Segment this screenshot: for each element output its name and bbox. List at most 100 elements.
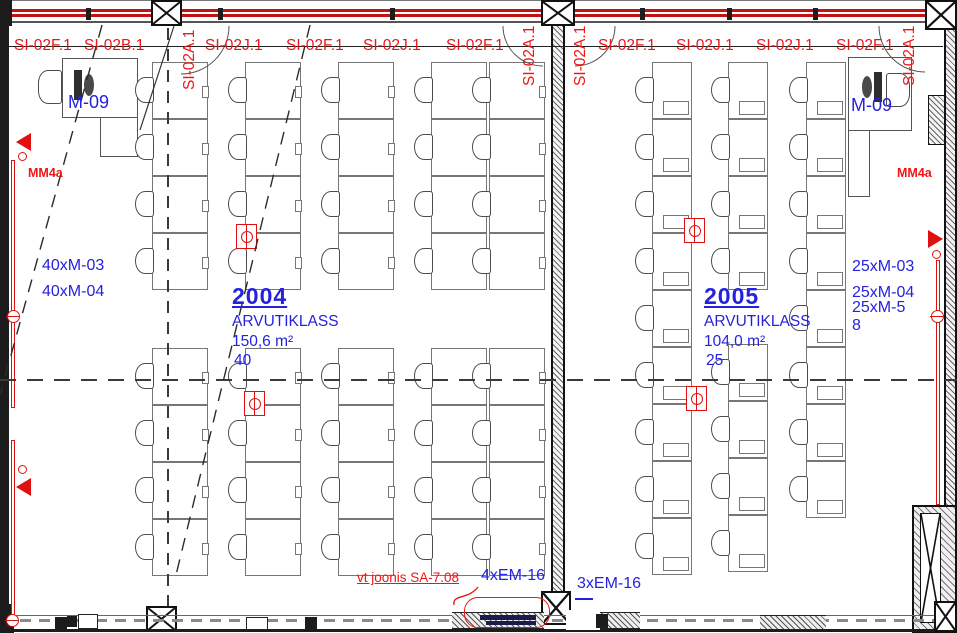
teacher-chair-icon bbox=[38, 70, 62, 104]
student-desk bbox=[652, 461, 692, 518]
radiator-valve-symbol bbox=[6, 310, 20, 323]
equipment-count-label: 40xM-03 bbox=[42, 257, 105, 274]
student-desk bbox=[338, 348, 395, 405]
chair-icon bbox=[472, 248, 491, 274]
electrical-outlet-symbol bbox=[686, 386, 707, 411]
student-desk bbox=[338, 119, 395, 176]
student-desk bbox=[652, 290, 692, 347]
grid-label-vertical: SI-02A.1 bbox=[901, 25, 918, 86]
electrical-outlet-symbol bbox=[244, 391, 265, 416]
teacher-desk-return bbox=[100, 117, 138, 157]
desk-monitor-nub bbox=[295, 199, 302, 212]
chair-icon bbox=[321, 420, 340, 446]
grid-dimension-line bbox=[8, 46, 943, 47]
chair-icon bbox=[414, 77, 433, 103]
chair-icon bbox=[711, 77, 730, 103]
student-desk bbox=[152, 405, 209, 462]
chair-icon bbox=[711, 530, 730, 556]
desk-monitor-nub bbox=[388, 199, 395, 212]
column-core bbox=[920, 513, 941, 623]
room-area: 104,0 m² bbox=[704, 333, 766, 350]
em16-count-label: 3xEM-16 bbox=[577, 575, 642, 592]
student-desk bbox=[652, 347, 692, 404]
chair-icon bbox=[135, 363, 154, 389]
desk-monitor-nub bbox=[539, 371, 546, 384]
structural-column bbox=[934, 601, 957, 632]
bottom-wall-stub bbox=[55, 617, 67, 629]
desk-shelf bbox=[739, 554, 765, 568]
chair-icon bbox=[635, 533, 654, 559]
top-wall-inner-line bbox=[0, 21, 957, 23]
bottom-wall-outer-line bbox=[0, 629, 957, 632]
student-desk bbox=[728, 344, 768, 401]
chair-icon bbox=[414, 191, 433, 217]
chair-icon bbox=[414, 134, 433, 160]
red-highlight-outline bbox=[464, 597, 550, 628]
desk-monitor-nub bbox=[295, 485, 302, 498]
student-desk bbox=[489, 348, 546, 405]
chair-icon bbox=[472, 420, 491, 446]
chair-icon bbox=[414, 534, 433, 560]
em16-underline bbox=[575, 598, 593, 600]
chair-icon bbox=[635, 77, 654, 103]
desk-monitor-nub bbox=[295, 542, 302, 555]
desk-monitor-nub bbox=[202, 142, 209, 155]
chair-icon bbox=[635, 248, 654, 274]
desk-shelf bbox=[817, 272, 843, 286]
student-desk bbox=[806, 404, 846, 461]
desk-shelf bbox=[739, 383, 765, 397]
desk-monitor-nub bbox=[388, 142, 395, 155]
student-desk bbox=[245, 462, 302, 519]
desk-monitor-nub bbox=[202, 485, 209, 498]
student-desk bbox=[338, 176, 395, 233]
bottom-door-threshold bbox=[566, 610, 600, 630]
student-desk bbox=[728, 515, 768, 572]
chair-icon bbox=[228, 534, 247, 560]
desk-monitor-nub bbox=[539, 542, 546, 555]
chair-icon bbox=[414, 363, 433, 389]
chair-icon bbox=[635, 305, 654, 331]
desk-shelf bbox=[739, 497, 765, 511]
desk-monitor-nub bbox=[539, 428, 546, 441]
chair-icon bbox=[228, 191, 247, 217]
vertical-axis-dashed-line bbox=[167, 28, 169, 606]
radiator-strip bbox=[11, 440, 15, 620]
student-desk bbox=[152, 233, 209, 290]
student-desk bbox=[728, 176, 768, 233]
grid-label: SI-02F.1 bbox=[598, 37, 656, 54]
student-desk bbox=[652, 62, 692, 119]
right-wall bbox=[944, 20, 957, 510]
chair-icon bbox=[789, 419, 808, 445]
center-wall bbox=[551, 24, 565, 594]
chair-icon bbox=[472, 191, 491, 217]
radiator-strip bbox=[11, 160, 15, 408]
student-desk bbox=[728, 62, 768, 119]
desk-shelf bbox=[817, 158, 843, 172]
wall-type-tag: MM4a bbox=[897, 166, 932, 180]
chair-icon bbox=[635, 134, 654, 160]
grid-label: SI-02F.1 bbox=[446, 37, 504, 54]
chair-icon bbox=[135, 534, 154, 560]
chair-icon bbox=[711, 191, 730, 217]
desk-monitor-nub bbox=[539, 142, 546, 155]
chair-icon bbox=[414, 420, 433, 446]
grid-label: SI-02B.1 bbox=[84, 37, 145, 54]
desk-monitor-nub bbox=[388, 371, 395, 384]
student-desk bbox=[489, 462, 546, 519]
equipment-count-label: 40xM-04 bbox=[42, 283, 105, 300]
chair-icon bbox=[135, 191, 154, 217]
desk-monitor-nub bbox=[539, 256, 546, 269]
student-desk bbox=[806, 461, 846, 518]
student-desk bbox=[728, 401, 768, 458]
radiator-end-symbol bbox=[928, 230, 943, 248]
student-desk bbox=[489, 119, 546, 176]
bottom-wall-stub bbox=[305, 617, 317, 629]
electrical-outlet-symbol bbox=[236, 224, 257, 249]
chair-icon bbox=[789, 191, 808, 217]
student-desk bbox=[338, 405, 395, 462]
desk-shelf bbox=[739, 440, 765, 454]
chair-icon bbox=[135, 134, 154, 160]
bottom-fixture-block bbox=[67, 616, 77, 627]
window-mullion-tick bbox=[813, 8, 818, 20]
chair-icon bbox=[321, 77, 340, 103]
